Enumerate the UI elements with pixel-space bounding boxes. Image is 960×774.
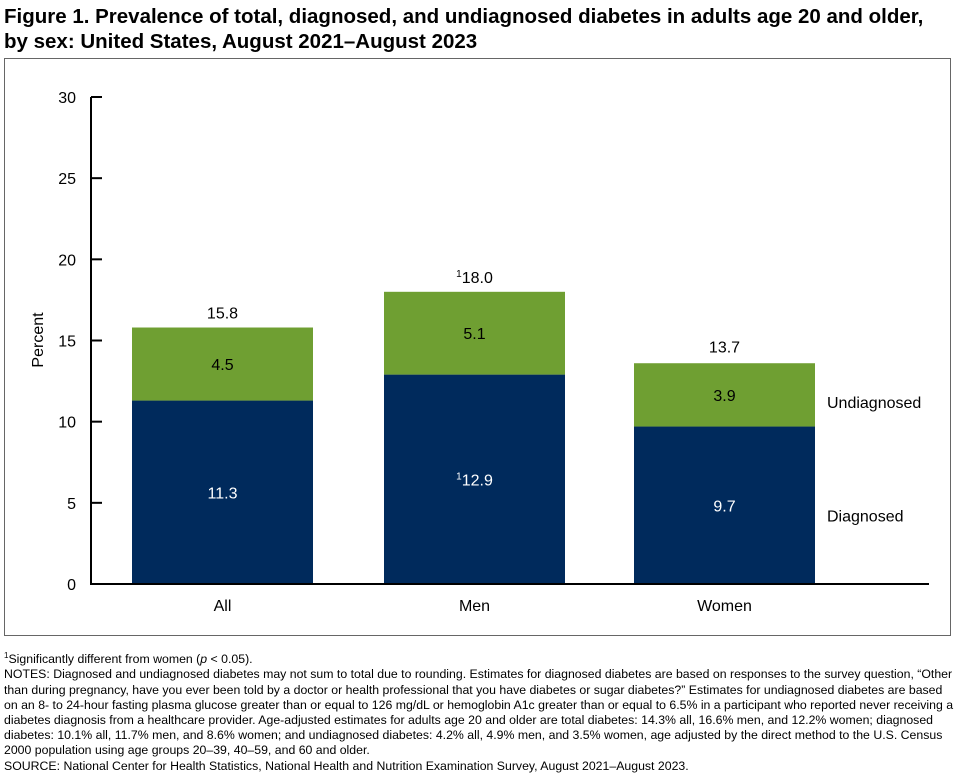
y-axis-label: Percent	[30, 312, 47, 368]
bar-label-undiagnosed: 5.1	[463, 326, 485, 343]
bar-label-diagnosed: 112.9	[456, 471, 493, 489]
total-label: 15.8	[207, 306, 238, 323]
bar-label-undiagnosed: 4.5	[211, 357, 233, 374]
y-tick-label: 5	[67, 496, 76, 513]
source-text: SOURCE: National Center for Health Stati…	[4, 758, 689, 773]
sig-text: Significantly different from women (	[8, 652, 201, 667]
bar-undiagnosed-men	[384, 291, 565, 375]
y-tick-label: 0	[67, 577, 76, 594]
significance-note: 1Significantly different from women (p <…	[4, 648, 954, 667]
bar-label-diagnosed: 9.7	[713, 498, 735, 515]
y-tick-label: 15	[58, 334, 76, 351]
total-label: 13.7	[709, 340, 740, 357]
footnote-marker: 1	[4, 651, 9, 660]
bar-diagnosed-all	[132, 400, 313, 584]
total-label: 118.0	[456, 269, 493, 287]
legend-label-diagnosed: Diagnosed	[827, 508, 904, 525]
x-tick-label: Women	[697, 598, 752, 615]
x-tick-label: Men	[459, 598, 490, 615]
bar-label-diagnosed: 11.3	[208, 485, 238, 502]
sig-text-end: < 0.05).	[207, 652, 253, 667]
notes-text: NOTES: Diagnosed and undiagnosed diabete…	[4, 667, 954, 758]
x-tick-label: All	[214, 598, 232, 615]
y-tick-label: 10	[58, 415, 76, 432]
p-symbol: p	[200, 652, 208, 667]
y-tick-label: 25	[58, 171, 76, 188]
y-tick-label: 30	[58, 90, 76, 107]
chart-frame	[4, 58, 951, 636]
y-tick-label: 20	[58, 252, 76, 269]
legend-label-undiagnosed: Undiagnosed	[827, 395, 921, 412]
figure-title: Figure 1. Prevalence of total, diagnosed…	[4, 5, 924, 53]
bar-diagnosed-women	[634, 426, 815, 584]
bar-label-undiagnosed: 3.9	[713, 388, 735, 405]
bar-diagnosed-men	[384, 374, 565, 584]
bar-undiagnosed-all	[132, 327, 313, 401]
footnotes: 1Significantly different from women (p <…	[4, 648, 954, 774]
bar-undiagnosed-women	[634, 363, 815, 427]
